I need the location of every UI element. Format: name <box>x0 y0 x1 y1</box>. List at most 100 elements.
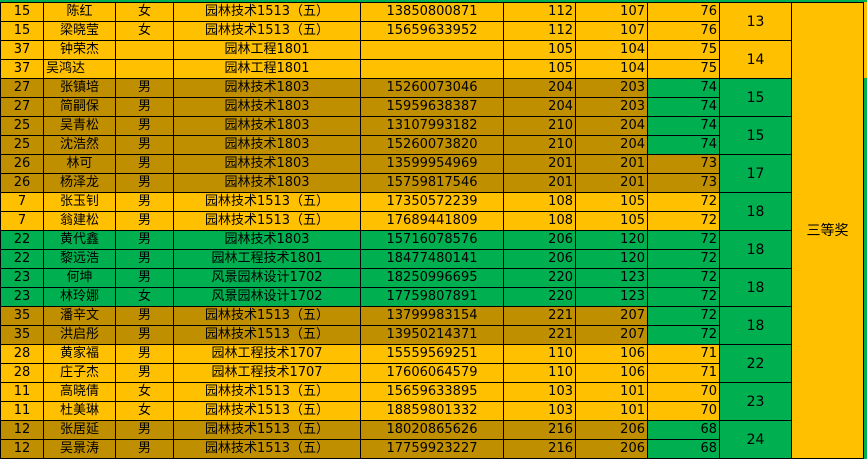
value-a-cell[interactable]: 210 <box>503 116 576 136</box>
value-a-cell[interactable]: 201 <box>503 154 576 174</box>
value-b-cell[interactable]: 206 <box>575 420 648 440</box>
value-a-cell[interactable]: 221 <box>503 325 576 345</box>
row-number[interactable]: 7 <box>0 192 44 212</box>
class-cell[interactable]: 园林技术1803 <box>173 78 361 98</box>
score-cell[interactable]: 72 <box>647 306 720 326</box>
class-cell[interactable]: 园林工程1801 <box>173 59 361 79</box>
gender-cell[interactable]: 男 <box>115 420 174 440</box>
value-a-cell[interactable]: 103 <box>503 382 576 402</box>
row-number[interactable]: 35 <box>0 325 44 345</box>
score-cell[interactable]: 68 <box>647 420 720 440</box>
value-b-cell[interactable]: 104 <box>575 40 648 60</box>
value-a-cell[interactable]: 221 <box>503 306 576 326</box>
value-a-cell[interactable]: 108 <box>503 211 576 231</box>
phone-cell[interactable]: 15260073046 <box>360 78 504 98</box>
score-cell[interactable]: 74 <box>647 78 720 98</box>
class-cell[interactable]: 园林工程技术1707 <box>173 363 361 383</box>
phone-cell[interactable]: 18020865626 <box>360 420 504 440</box>
gender-cell[interactable]: 男 <box>115 439 174 459</box>
name-cell[interactable]: 洪启彤 <box>43 325 116 345</box>
name-cell[interactable]: 杨泽龙 <box>43 173 116 193</box>
gender-cell[interactable]: 男 <box>115 363 174 383</box>
name-cell[interactable]: 陈红 <box>43 2 116 22</box>
class-cell[interactable]: 园林技术1513（五） <box>173 306 361 326</box>
name-cell[interactable]: 黎远浩 <box>43 249 116 269</box>
row-number[interactable]: 27 <box>0 97 44 117</box>
score-cell[interactable]: 70 <box>647 401 720 421</box>
phone-cell[interactable] <box>360 40 504 60</box>
class-cell[interactable]: 园林技术1803 <box>173 154 361 174</box>
class-cell[interactable]: 园林技术1513（五） <box>173 325 361 345</box>
row-number[interactable]: 23 <box>0 287 44 307</box>
score-cell[interactable]: 72 <box>647 325 720 345</box>
value-a-cell[interactable]: 216 <box>503 420 576 440</box>
row-number[interactable]: 22 <box>0 249 44 269</box>
phone-cell[interactable]: 13107993182 <box>360 116 504 136</box>
score-cell[interactable]: 76 <box>647 21 720 41</box>
score-cell[interactable]: 74 <box>647 97 720 117</box>
value-b-cell[interactable]: 204 <box>575 116 648 136</box>
phone-cell[interactable]: 13799983154 <box>360 306 504 326</box>
value-a-cell[interactable]: 220 <box>503 287 576 307</box>
score-cell[interactable]: 72 <box>647 230 720 250</box>
score-cell[interactable]: 71 <box>647 363 720 383</box>
value-b-cell[interactable]: 120 <box>575 249 648 269</box>
phone-cell[interactable]: 15559569251 <box>360 344 504 364</box>
value-b-cell[interactable]: 106 <box>575 363 648 383</box>
gender-cell[interactable]: 男 <box>115 116 174 136</box>
score-cell[interactable]: 70 <box>647 382 720 402</box>
rank-cell[interactable]: 15 <box>719 116 792 155</box>
class-cell[interactable]: 园林技术1513（五） <box>173 192 361 212</box>
row-number[interactable]: 27 <box>0 78 44 98</box>
row-number[interactable]: 12 <box>0 439 44 459</box>
gender-cell[interactable]: 男 <box>115 268 174 288</box>
score-cell[interactable]: 72 <box>647 192 720 212</box>
score-cell[interactable]: 72 <box>647 287 720 307</box>
gender-cell[interactable]: 男 <box>115 192 174 212</box>
rank-cell[interactable]: 18 <box>719 230 792 269</box>
name-cell[interactable]: 林可 <box>43 154 116 174</box>
phone-cell[interactable]: 15959638387 <box>360 97 504 117</box>
value-b-cell[interactable]: 207 <box>575 306 648 326</box>
name-cell[interactable]: 张玉钊 <box>43 192 116 212</box>
name-cell[interactable]: 沈浩然 <box>43 135 116 155</box>
name-cell[interactable]: 杜美琳 <box>43 401 116 421</box>
value-a-cell[interactable]: 110 <box>503 344 576 364</box>
class-cell[interactable]: 风景园林设计1702 <box>173 287 361 307</box>
phone-cell[interactable]: 13850800871 <box>360 2 504 22</box>
row-number[interactable]: 35 <box>0 306 44 326</box>
score-cell[interactable]: 72 <box>647 268 720 288</box>
gender-cell[interactable]: 男 <box>115 97 174 117</box>
class-cell[interactable]: 风景园林设计1702 <box>173 268 361 288</box>
class-cell[interactable]: 园林技术1803 <box>173 230 361 250</box>
phone-cell[interactable]: 15716078576 <box>360 230 504 250</box>
value-a-cell[interactable]: 112 <box>503 21 576 41</box>
phone-cell[interactable]: 17759807891 <box>360 287 504 307</box>
class-cell[interactable]: 园林工程1801 <box>173 40 361 60</box>
rank-cell[interactable]: 24 <box>719 420 792 459</box>
row-number[interactable]: 15 <box>0 21 44 41</box>
score-cell[interactable]: 74 <box>647 116 720 136</box>
gender-cell[interactable]: 男 <box>115 135 174 155</box>
class-cell[interactable]: 园林技术1513（五） <box>173 21 361 41</box>
name-cell[interactable]: 吴青松 <box>43 116 116 136</box>
class-cell[interactable]: 园林技术1513（五） <box>173 382 361 402</box>
rank-cell[interactable]: 18 <box>719 268 792 307</box>
row-number[interactable]: 7 <box>0 211 44 231</box>
value-b-cell[interactable]: 201 <box>575 173 648 193</box>
score-cell[interactable]: 68 <box>647 439 720 459</box>
gender-cell[interactable]: 女 <box>115 21 174 41</box>
value-a-cell[interactable]: 216 <box>503 439 576 459</box>
value-b-cell[interactable]: 105 <box>575 211 648 231</box>
value-a-cell[interactable]: 204 <box>503 97 576 117</box>
gender-cell[interactable]: 男 <box>115 325 174 345</box>
class-cell[interactable]: 园林技术1803 <box>173 173 361 193</box>
value-b-cell[interactable]: 204 <box>575 135 648 155</box>
value-a-cell[interactable]: 105 <box>503 40 576 60</box>
phone-cell[interactable]: 15659633952 <box>360 21 504 41</box>
class-cell[interactable]: 园林技术1513（五） <box>173 401 361 421</box>
gender-cell[interactable]: 男 <box>115 230 174 250</box>
score-cell[interactable]: 75 <box>647 59 720 79</box>
row-number[interactable]: 23 <box>0 268 44 288</box>
name-cell[interactable]: 吴鸿达 <box>43 59 116 79</box>
